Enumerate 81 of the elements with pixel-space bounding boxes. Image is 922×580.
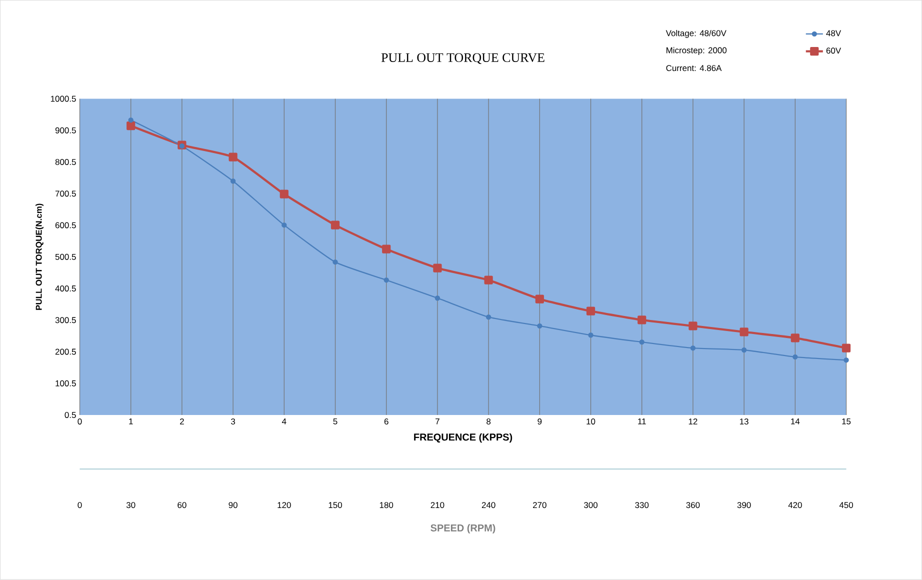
- text: 180: [380, 502, 394, 508]
- point: [586, 306, 596, 316]
- text: 120: [278, 502, 291, 508]
- text: 360: [686, 502, 700, 508]
- point: [433, 264, 442, 272]
- point: [792, 354, 798, 360]
- x-tick-label: 3: [231, 418, 236, 425]
- x-tick-label: 15: [842, 418, 851, 424]
- y-tick-label: 700.5: [55, 190, 76, 197]
- point: [740, 328, 748, 336]
- text: 60: [178, 502, 186, 508]
- legend-label: 48V: [826, 30, 842, 36]
- point: [790, 334, 800, 342]
- point: [535, 294, 544, 304]
- x-tick-label: 14: [791, 418, 800, 424]
- y-tick-label: 100.5: [56, 380, 76, 386]
- point: [690, 346, 696, 351]
- y-axis-title: PULL OUT TORQUE(N.cm): [36, 204, 44, 310]
- y-tick-label: 900.5: [55, 127, 76, 134]
- legend-label: 60V: [826, 48, 842, 54]
- point: [332, 260, 338, 265]
- text: 150: [328, 502, 342, 508]
- text: Microstep: 2000: [666, 47, 727, 56]
- x-tick-label: 7: [436, 418, 440, 424]
- y-tick-label: 600.5: [55, 222, 76, 228]
- point: [638, 316, 646, 324]
- x-tick-label: 2: [180, 418, 184, 425]
- text: 330: [635, 502, 649, 508]
- point: [486, 314, 492, 320]
- point: [741, 347, 747, 353]
- point: [128, 118, 134, 123]
- y-tick-label: 500.5: [55, 254, 76, 260]
- text: 450: [839, 502, 853, 508]
- text: 270: [533, 502, 546, 508]
- text: 90: [228, 502, 238, 508]
- text: Current: 4.86A: [666, 65, 722, 72]
- point: [688, 322, 698, 330]
- point: [484, 276, 493, 285]
- text: 30: [126, 502, 136, 508]
- x-tick-label: 12: [688, 418, 698, 425]
- point: [588, 332, 594, 338]
- point: [844, 358, 849, 363]
- x-tick-label: 10: [586, 418, 596, 425]
- x-tick-label: 4: [282, 418, 286, 424]
- y-tick-label: 300.5: [55, 317, 76, 324]
- y-tick-label: 400.5: [55, 286, 76, 292]
- point: [228, 152, 238, 162]
- text: SPEED (RPM): [430, 524, 496, 534]
- point: [179, 144, 185, 149]
- x-tick-label: 1: [129, 418, 133, 424]
- point: [639, 340, 644, 345]
- point: [537, 323, 542, 329]
- x-axis-title: FREQUENCE (KPPS): [414, 433, 512, 443]
- point: [126, 122, 136, 130]
- point: [280, 190, 288, 198]
- text: 300: [584, 502, 598, 508]
- x-tick-label: 11: [638, 418, 646, 424]
- y-tick-label: 1000.5: [50, 96, 76, 102]
- text: 390: [737, 502, 751, 508]
- point: [282, 222, 287, 228]
- text: 240: [482, 502, 496, 508]
- point: [230, 178, 236, 184]
- x-tick-label: 6: [384, 418, 388, 425]
- text: 0: [78, 502, 82, 508]
- x-tick-label: 9: [538, 418, 542, 425]
- text: 420: [788, 502, 802, 508]
- x-tick-label: 0: [78, 418, 82, 425]
- x-tick-label: 13: [740, 418, 748, 425]
- y-tick-label: 200.5: [55, 348, 76, 355]
- y-tick-label: 0.5: [64, 412, 76, 418]
- chart-title: PULL OUT TORQUE CURVE: [381, 53, 544, 64]
- text: 210: [430, 502, 444, 508]
- point: [384, 278, 389, 283]
- point: [330, 220, 340, 230]
- y-tick-label: 800.5: [55, 159, 76, 166]
- x-tick-label: 8: [486, 418, 491, 425]
- x-tick-label: 5: [333, 418, 338, 424]
- point: [434, 296, 440, 301]
- point: [382, 244, 391, 254]
- point: [842, 344, 851, 352]
- text: Voltage: 48/60V: [666, 30, 726, 38]
